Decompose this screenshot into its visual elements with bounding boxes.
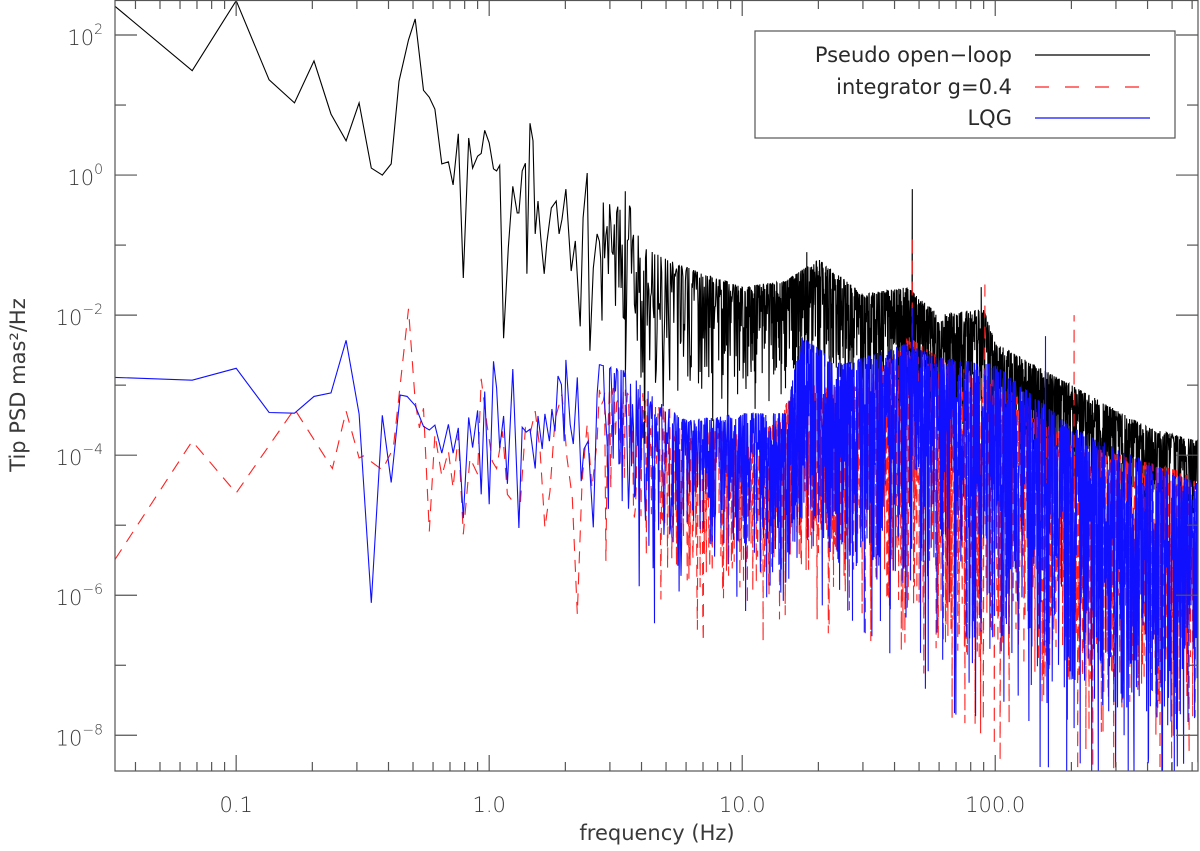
x-tick-label: 100.0 — [965, 793, 1025, 817]
x-tick-label: 10.0 — [719, 793, 766, 817]
y-tick-labels: 102 100 10−2 10−4 10−6 10−8 — [56, 22, 103, 750]
x-tick-labels: 0.1 1.0 10.0 100.0 — [219, 793, 1025, 817]
y-tick-label: 100 — [67, 162, 103, 190]
series-layer — [114, 0, 1199, 772]
legend-box — [754, 30, 1176, 139]
y-tick-label: 10−2 — [56, 302, 103, 330]
y-tick-label: 102 — [67, 22, 103, 50]
x-tick-label: 1.0 — [472, 793, 505, 817]
legend-label-open-loop: Pseudo open−loop — [815, 43, 1012, 67]
y-tick-label: 10−6 — [56, 582, 103, 610]
y-axis-title: Tip PSD mas²/Hz — [6, 298, 30, 472]
plot-frame — [114, 0, 1199, 772]
y-tick-label: 10−4 — [56, 442, 103, 470]
y-tick-label: 10−8 — [56, 722, 103, 750]
series-line-lqg — [114, 308, 1199, 772]
axis-ticks — [115, 0, 1198, 771]
legend-label-integrator: integrator g=0.4 — [836, 75, 1012, 99]
x-axis-title: frequency (Hz) — [579, 821, 734, 845]
x-tick-label: 0.1 — [219, 793, 252, 817]
legend: Pseudo open−loop integrator g=0.4 LQG — [754, 30, 1176, 139]
legend-label-lqg: LQG — [967, 106, 1012, 130]
